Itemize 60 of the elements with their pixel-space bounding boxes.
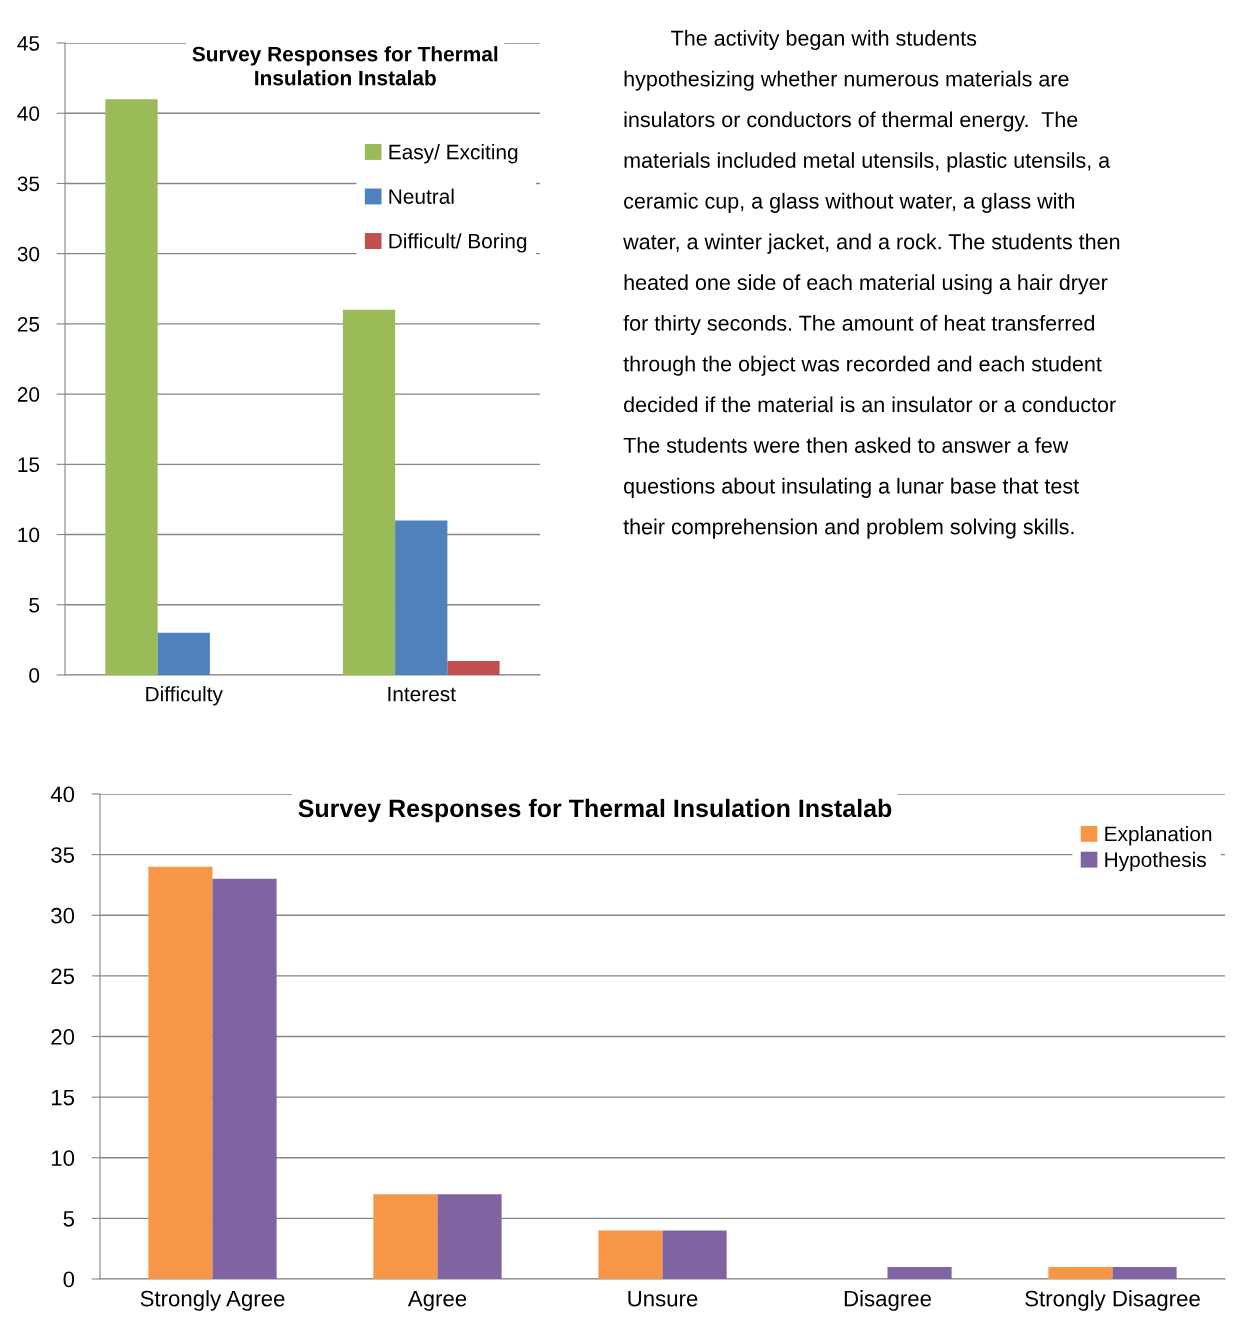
text: The activity began with students xyxy=(671,30,977,51)
chart-title: Survey Responses for Thermal Insulation Instalab xyxy=(298,798,892,823)
y-tick-label: 5 xyxy=(29,597,40,613)
bar xyxy=(212,878,277,1279)
x-tick-label: Agree xyxy=(407,1290,467,1311)
text: hypothesizing whether numerous materials are xyxy=(624,70,1069,91)
x-tick-label: Strongly Agree xyxy=(140,1290,285,1311)
bar xyxy=(1048,1266,1113,1279)
text: materials included metal utensils, plastic utensils, a xyxy=(624,152,1111,173)
y-tick-label: 35 xyxy=(17,176,40,192)
y-tick-label: 30 xyxy=(51,907,75,924)
y-tick-label: 0 xyxy=(29,668,40,683)
y-tick-label: 15 xyxy=(18,457,40,473)
y-tick-label: 15 xyxy=(51,1089,75,1106)
y-tick-label: 20 xyxy=(17,387,40,402)
text: through the object was recorded and each student xyxy=(623,355,1102,376)
text: their comprehension and problem solving skills. xyxy=(623,518,1074,539)
bar xyxy=(157,632,210,675)
bar xyxy=(662,1230,727,1279)
text: insulators or conductors of thermal energy. The xyxy=(624,111,1078,132)
y-tick-label: 45 xyxy=(17,36,40,51)
x-tick-label: Disagree xyxy=(844,1290,931,1311)
text: The students were then asked to answer a few xyxy=(623,437,1069,453)
bar xyxy=(447,660,500,675)
bar xyxy=(342,309,396,675)
x-tick-label: Interest xyxy=(388,686,456,702)
bar xyxy=(395,520,448,675)
bar xyxy=(373,1194,438,1279)
bar xyxy=(598,1230,663,1279)
legend-label: Difficult/ Boring xyxy=(389,233,527,253)
y-tick-label: 20 xyxy=(51,1029,75,1045)
text: for thirty seconds. The amount of heat transferred xyxy=(623,315,1095,336)
legend-label: Neutral xyxy=(389,188,454,204)
y-tick-label: 5 xyxy=(63,1211,75,1227)
y-tick-label: 10 xyxy=(51,1150,75,1167)
legend-label: Easy/ Exciting xyxy=(389,144,518,164)
y-tick-label: 35 xyxy=(51,847,75,863)
bar xyxy=(1112,1266,1177,1279)
text: ceramic cup, a glass without water, a glass with xyxy=(624,192,1075,213)
bar xyxy=(148,866,213,1279)
x-tick-label: Difficulty xyxy=(146,686,223,706)
y-tick-label: 40 xyxy=(17,106,40,121)
text: water, a winter jacket, and a rock. The students then xyxy=(623,233,1120,254)
y-tick-label: 0 xyxy=(63,1271,75,1288)
bar xyxy=(437,1194,502,1279)
bar xyxy=(887,1266,952,1279)
text: questions about insulating a lunar base that test xyxy=(624,477,1079,498)
legend-label: Hypothesis xyxy=(1105,851,1206,872)
text: Survey Responses for Thermal Insulation Instalab xyxy=(192,46,498,86)
y-tick-label: 10 xyxy=(18,527,40,543)
y-tick-label: 30 xyxy=(17,246,40,262)
bar xyxy=(105,99,158,675)
x-tick-label: Strongly Disagree xyxy=(1025,1290,1200,1311)
text: decided if the material is an insulator or a conductor xyxy=(624,396,1116,413)
legend-label: Explanation xyxy=(1105,826,1212,846)
y-tick-label: 25 xyxy=(51,968,75,985)
x-tick-label: Unsure xyxy=(628,1290,698,1307)
y-tick-label: 40 xyxy=(50,786,75,803)
y-tick-label: 25 xyxy=(17,316,40,332)
text: heated one side of each material using a hair dryer xyxy=(624,274,1108,295)
